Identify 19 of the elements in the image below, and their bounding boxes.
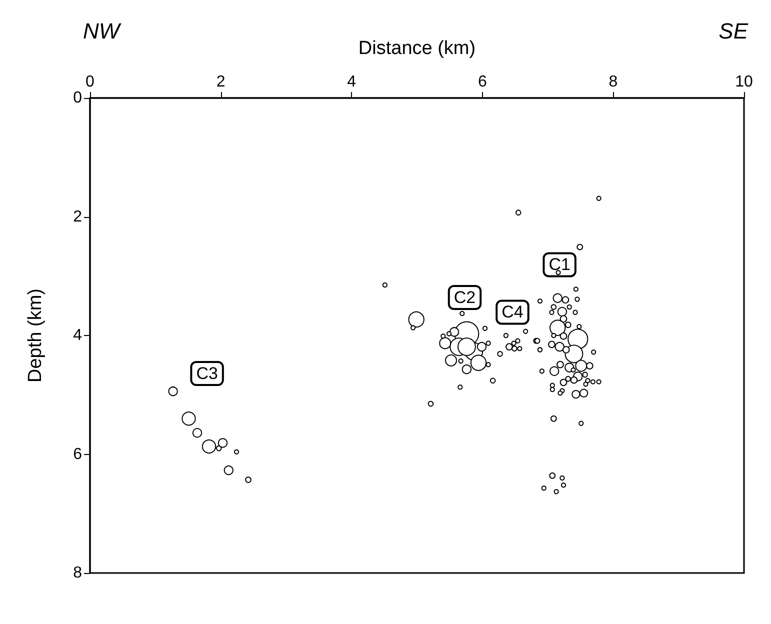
text: NW	[83, 18, 122, 44]
y-tick-label: 2	[73, 208, 82, 226]
y-tick-label: 6	[73, 446, 82, 463]
annotation: C1	[548, 255, 570, 274]
x-tick-label: 4	[347, 74, 356, 90]
x-tick-label: 2	[216, 74, 226, 90]
annotation: C3	[196, 364, 218, 383]
x-tick-label: 6	[478, 74, 487, 90]
y-tick-label: 8	[73, 564, 82, 582]
annotation: C4	[502, 302, 524, 322]
x-tick-label: 8	[608, 74, 618, 90]
y-axis-title: Depth (km)	[25, 288, 46, 382]
x-tick-label: 10	[735, 74, 753, 90]
y-tick-label: 4	[73, 327, 82, 344]
x-tick-label: 0	[86, 74, 95, 90]
y-tick-label: 0	[73, 90, 82, 106]
text: SE	[718, 18, 748, 44]
annotation: C2	[454, 288, 476, 307]
x-axis-title: Distance (km)	[358, 38, 476, 59]
